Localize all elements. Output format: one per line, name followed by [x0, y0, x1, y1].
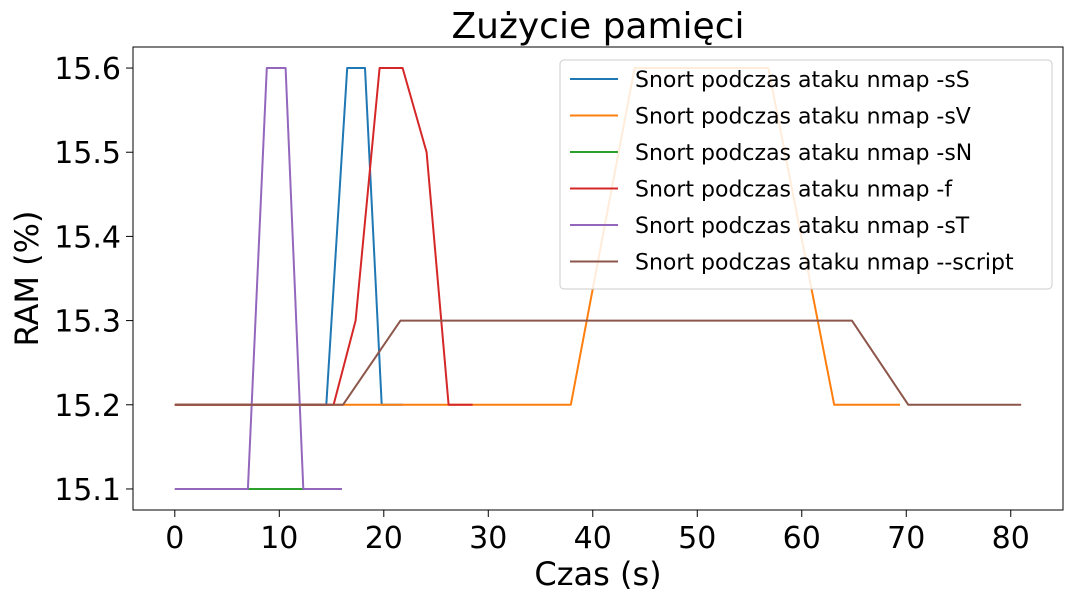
x-tick-label: 20: [365, 521, 403, 556]
x-axis-ticks: 0 10 20 30 40 50 60 70 80: [165, 510, 1030, 556]
series-line-4: [174, 67, 342, 490]
series-line-5: [174, 319, 1022, 406]
y-tick-label: 15.4: [54, 220, 121, 255]
legend-label: Snort podczas ataku nmap -f: [635, 178, 953, 203]
legend: Snort podczas ataku nmap -sS Snort podcza…: [559, 59, 1053, 290]
x-tick-label: 80: [992, 521, 1030, 556]
y-axis-ticks: 15.1 15.2 15.3 15.4 15.5 15.6: [54, 52, 133, 508]
x-tick-label: 50: [678, 521, 716, 556]
x-tick-label: 40: [574, 521, 612, 556]
y-tick-label: 15.6: [54, 52, 121, 87]
x-tick-label: 30: [469, 521, 507, 556]
y-tick-label: 15.1: [54, 473, 121, 508]
x-tick-label: 70: [887, 521, 925, 556]
x-tick-label: 0: [165, 521, 184, 556]
y-tick-label: 15.5: [54, 136, 121, 171]
legend-label: Snort podczas ataku nmap -sT: [635, 214, 970, 239]
legend-label: Snort podczas ataku nmap --script: [635, 251, 1014, 276]
x-axis-title: Czas (s): [534, 555, 661, 593]
x-tick-label: 10: [260, 521, 298, 556]
series-line-3: [174, 67, 473, 406]
chart-title: Zużycie pamięci: [452, 6, 745, 47]
plot-lines: [174, 67, 1022, 490]
legend-box: [559, 59, 1053, 290]
y-tick-label: 15.2: [54, 389, 121, 424]
legend-label: Snort podczas ataku nmap -sS: [635, 68, 970, 93]
y-axis-title: RAM (%): [8, 211, 46, 347]
x-tick-label: 60: [783, 521, 821, 556]
plot-frame: [132, 46, 1064, 511]
legend-label: Snort podczas ataku nmap -sV: [635, 105, 971, 130]
legend-label: Snort podczas ataku nmap -sN: [635, 141, 972, 166]
y-tick-label: 15.3: [54, 305, 121, 340]
